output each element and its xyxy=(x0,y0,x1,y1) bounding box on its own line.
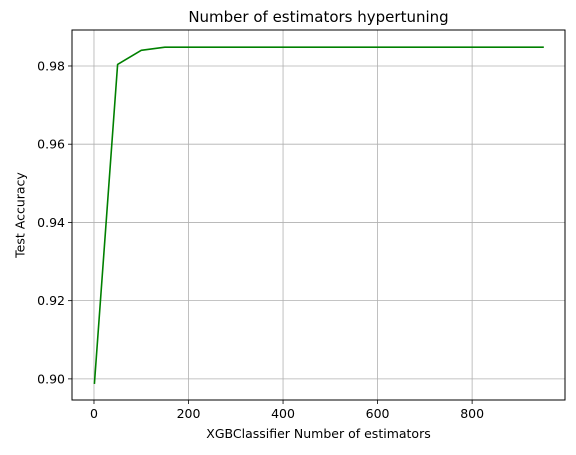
axis-ticks: 0 200 400 600 800 0.90 0.92 0.94 0.96 0.98 xyxy=(37,58,484,421)
y-tick-label: 0.98 xyxy=(37,58,65,73)
y-tick-label: 0.90 xyxy=(37,371,65,386)
x-tick-label: 800 xyxy=(460,406,484,421)
y-tick-label: 0.96 xyxy=(37,137,65,152)
y-tick-label: 0.92 xyxy=(37,293,65,308)
x-tick-label: 200 xyxy=(177,406,201,421)
y-tick-label: 0.94 xyxy=(37,215,65,230)
x-tick-label: 0 xyxy=(90,406,98,421)
plot-frame xyxy=(71,29,566,401)
series-lines xyxy=(93,46,544,385)
x-tick-label: 600 xyxy=(366,406,390,421)
grid-lines xyxy=(72,30,565,400)
chart-title: Number of estimators hypertuning xyxy=(188,8,448,26)
y-axis-label: Test Accuracy xyxy=(12,172,27,259)
x-axis-label: XGBClassifier Number of estimators xyxy=(206,426,430,441)
series-line-0 xyxy=(93,46,544,385)
x-tick-label: 400 xyxy=(271,406,295,421)
